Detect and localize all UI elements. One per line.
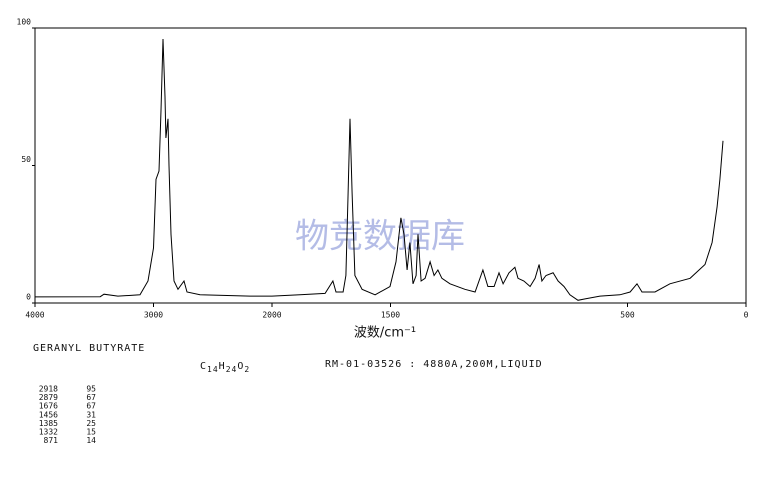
peak-wavenumber: 871 [44, 436, 59, 445]
peak-intensity: 14 [86, 436, 96, 445]
x-axis-label: 波数/cm⁻¹ [354, 326, 416, 341]
formula-element: H [219, 361, 226, 372]
formula-subscript: 14 [207, 365, 219, 374]
peak-wavenumber: 2879 [39, 393, 58, 402]
peak-intensity: 15 [86, 428, 96, 437]
peak-intensity: 67 [86, 402, 96, 411]
compound-name: GERANYL BUTYRATE [33, 343, 145, 354]
x-tick-label: 4000 [25, 311, 44, 320]
peak-wavenumber: 1385 [39, 419, 58, 428]
peak-intensity: 95 [86, 385, 96, 394]
peak-wavenumber: 1456 [39, 410, 58, 419]
watermark: 物竞数据库 [295, 217, 465, 257]
peak-intensity: 25 [86, 419, 96, 428]
x-tick-label: 0 [744, 311, 749, 320]
formula-subscript: 2 [244, 365, 250, 374]
sample-info: RM-01-03526 : 4880A,200M,LIQUID [325, 359, 543, 370]
peak-wavenumber: 2918 [39, 385, 58, 394]
x-tick-label: 1500 [381, 311, 400, 320]
spectrum-line [34, 38, 724, 301]
peak-wavenumber: 1332 [39, 428, 58, 437]
plot-frame [34, 27, 747, 304]
formula-subscript: 24 [226, 365, 238, 374]
peak-wavenumber: 1676 [39, 402, 58, 411]
formula: C14H24O2 [200, 361, 250, 374]
x-tick-label: 500 [620, 311, 635, 320]
formula-element: O [237, 361, 244, 372]
y-tick-label: 100 [17, 18, 32, 27]
peak-intensity: 67 [86, 393, 96, 402]
formula-element: C [200, 361, 207, 372]
x-tick-label: 3000 [144, 311, 163, 320]
peak-intensity: 31 [86, 410, 96, 419]
x-tick-label: 2000 [262, 311, 281, 320]
y-tick-label: 50 [21, 155, 31, 164]
y-tick-label: 0 [26, 293, 31, 302]
